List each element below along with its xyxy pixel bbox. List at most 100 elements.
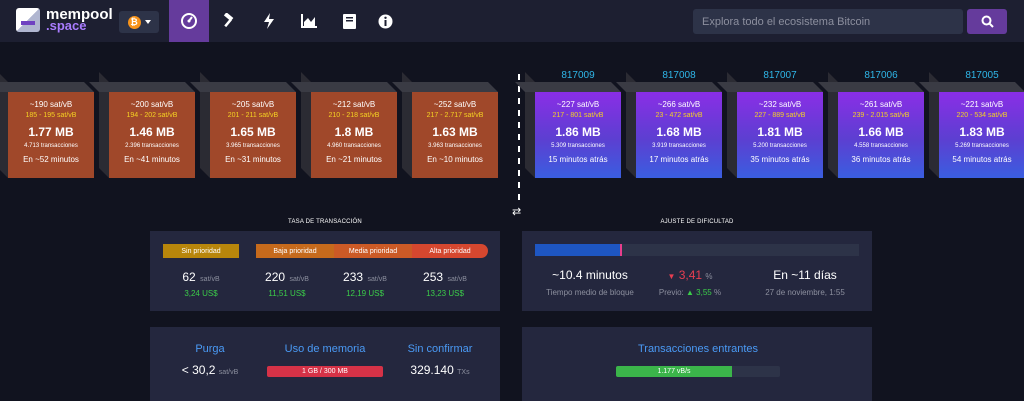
block-median-fee: ~227 sat/vB <box>556 100 600 109</box>
network-selector-button[interactable]: ₿ <box>119 11 159 33</box>
block-fee-range: 194 - 202 sat/vB <box>126 112 178 119</box>
block-median-fee: ~261 sat/vB <box>859 100 903 109</box>
fee-label-no-priority: Sin prioridad <box>163 244 239 258</box>
block-median-fee: ~252 sat/vB <box>433 100 477 109</box>
block-height-link[interactable]: 817007 <box>763 70 797 81</box>
logo-text-line1: mempool <box>46 6 113 23</box>
block-height-link[interactable]: 817006 <box>864 70 898 81</box>
fee-label-low-priority: Baja prioridad <box>256 244 334 258</box>
block-fee-range: 201 - 211 sat/vB <box>227 112 279 119</box>
block-height-link[interactable]: 817009 <box>561 70 595 81</box>
mempool-block[interactable]: ~212 sat/vB 210 - 218 sat/vB 1.8 MB 4.96… <box>291 72 397 178</box>
block-eta: En ~31 minutos <box>225 155 281 164</box>
block-age: 36 minutos atrás <box>851 155 911 164</box>
info-icon[interactable] <box>365 0 405 42</box>
block-tx-count: 4.558 transacciones <box>854 143 908 149</box>
search-button[interactable] <box>967 9 1007 34</box>
block-fee-range: 227 - 889 sat/vB <box>754 112 806 119</box>
incoming-tx-rate-bar: 1.177 vB/s <box>616 366 732 377</box>
block-size: 1.8 MB <box>334 125 374 139</box>
purge-value: < 30,2 sat/vB <box>181 363 239 377</box>
hammer-icon[interactable] <box>209 0 249 42</box>
block-size: 1.86 MB <box>555 125 601 139</box>
logo-text-line2: .space <box>46 18 87 33</box>
purge-label: Purga <box>195 343 225 355</box>
block-eta: En ~21 minutos <box>326 155 382 164</box>
block-tx-count: 3.965 transacciones <box>226 143 280 149</box>
block-size: 1.77 MB <box>28 125 74 139</box>
block-tx-count: 5.269 transacciones <box>955 143 1009 149</box>
block-fee-range: 210 - 218 sat/vB <box>328 112 380 119</box>
mempool-logo[interactable]: mempool .space <box>16 6 113 33</box>
block-fee-range: 220 - 534 sat/vB <box>956 112 1008 119</box>
mempool-block[interactable]: ~205 sat/vB 201 - 211 sat/vB 1.65 MB 3.9… <box>190 72 296 178</box>
fees-section-title: TASA DE TRANSACCIÓN <box>288 219 362 225</box>
fee-usd-low-priority: 11,51 US$ <box>268 289 306 298</box>
fee-label-medium-priority: Media prioridad <box>334 244 412 258</box>
block-size: 1.83 MB <box>959 125 1005 139</box>
logo-mark-icon <box>16 8 40 32</box>
fee-value-no-priority: 62 sat/vB <box>182 270 220 284</box>
memory-usage-bar: 1 GB / 300 MB <box>267 366 383 377</box>
incoming-tx-label: Transacciones entrantes <box>637 343 759 355</box>
block-height-link[interactable]: 817005 <box>965 70 999 81</box>
block-median-fee: ~205 sat/vB <box>231 100 275 109</box>
fee-usd-high-priority: 13,23 US$ <box>426 289 464 298</box>
swap-direction-icon[interactable]: ⇄ <box>512 206 522 218</box>
fee-value-low-priority: 220 sat/vB <box>265 270 309 284</box>
mined-block[interactable]: ~261 sat/vB 239 - 2.015 sat/vB 1.66 MB 4… <box>818 72 924 178</box>
unconfirmed-value: 329.140 TXs <box>410 363 470 377</box>
docs-icon[interactable] <box>329 0 369 42</box>
fee-value-medium-priority: 233 sat/vB <box>343 270 387 284</box>
block-median-fee: ~266 sat/vB <box>657 100 701 109</box>
difficulty-eta-date: 27 de noviembre, 1:55 <box>765 288 845 297</box>
block-median-fee: ~232 sat/vB <box>758 100 802 109</box>
difficulty-progress-fill <box>535 244 622 256</box>
block-tx-count: 4.960 transacciones <box>327 143 381 149</box>
difficulty-section-title: AJUSTE DE DIFICULTAD <box>660 219 734 225</box>
block-size: 1.66 MB <box>858 125 904 139</box>
lightning-icon[interactable] <box>249 0 289 42</box>
avg-block-time-label: Tiempo medio de bloque <box>546 288 634 297</box>
block-median-fee: ~221 sat/vB <box>960 100 1004 109</box>
block-tx-count: 4.713 transacciones <box>24 143 78 149</box>
block-age: 15 minutos atrás <box>548 155 608 164</box>
block-median-fee: ~212 sat/vB <box>332 100 376 109</box>
block-fee-range: 239 - 2.015 sat/vB <box>852 112 910 119</box>
block-tx-count: 2.396 transacciones <box>125 143 179 149</box>
block-median-fee: ~200 sat/vB <box>130 100 174 109</box>
block-fee-range: 185 - 195 sat/vB <box>25 112 77 119</box>
dashboard-icon[interactable] <box>169 0 209 42</box>
unconfirmed-label: Sin confirmar <box>407 343 473 355</box>
mined-block[interactable]: ~221 sat/vB 220 - 534 sat/vB 1.83 MB 5.2… <box>919 72 1024 178</box>
block-size: 1.46 MB <box>129 125 175 139</box>
avg-block-time: ~10.4 minutos <box>552 268 628 282</box>
block-size: 1.65 MB <box>230 125 276 139</box>
mempool-stats-card <box>150 327 500 401</box>
mempool-block[interactable]: ~252 sat/vB 217 - 2.717 sat/vB 1.63 MB 3… <box>392 72 498 178</box>
fee-label-high-priority: Alta prioridad <box>412 244 488 258</box>
fee-usd-medium-priority: 12,19 US$ <box>346 289 384 298</box>
block-age: 54 minutos atrás <box>952 155 1012 164</box>
previous-difficulty-change: Previo: ▲ 3,55 % <box>658 288 722 297</box>
mined-block[interactable]: ~232 sat/vB 227 - 889 sat/vB 1.81 MB 5.2… <box>717 72 823 178</box>
block-fee-range: 23 - 472 sat/vB <box>655 112 703 119</box>
bitcoin-icon: ₿ <box>127 15 141 29</box>
block-fee-range: 217 - 2.717 sat/vB <box>426 112 484 119</box>
block-fee-range: 217 - 801 sat/vB <box>552 112 604 119</box>
block-height-link[interactable]: 817008 <box>662 70 696 81</box>
mempool-block[interactable]: ~200 sat/vB 194 - 202 sat/vB 1.46 MB 2.3… <box>89 72 195 178</box>
graphs-icon[interactable] <box>289 0 329 42</box>
block-size: 1.63 MB <box>432 125 478 139</box>
block-tx-count: 3.963 transacciones <box>428 143 482 149</box>
difficulty-eta: En ~11 días <box>773 268 837 282</box>
search-input[interactable] <box>693 9 963 34</box>
block-eta: En ~10 minutos <box>427 155 483 164</box>
block-size: 1.81 MB <box>757 125 803 139</box>
mempool-block[interactable]: ~190 sat/vB 185 - 195 sat/vB 1.77 MB 4.7… <box>0 72 94 178</box>
mined-block[interactable]: ~227 sat/vB 217 - 801 sat/vB 1.86 MB 5.3… <box>515 72 621 178</box>
mined-block[interactable]: ~266 sat/vB 23 - 472 sat/vB 1.68 MB 3.91… <box>616 72 722 178</box>
block-age: 35 minutos atrás <box>750 155 810 164</box>
block-tx-count: 5.200 transacciones <box>753 143 807 149</box>
block-eta: En ~52 minutos <box>23 155 79 164</box>
